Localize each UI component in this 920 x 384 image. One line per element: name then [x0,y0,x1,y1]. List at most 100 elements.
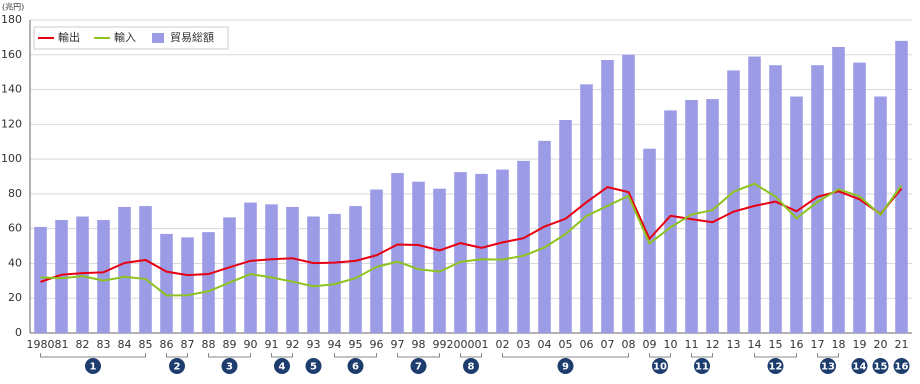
x-tick-label: 18 [832,338,846,351]
bar [34,226,47,333]
x-tick-label: 89 [223,338,237,351]
bar [559,119,572,333]
bar [412,181,425,333]
period-label: 5 [310,362,317,373]
line [40,186,903,283]
y-tick-label: 140 [1,83,22,96]
x-tick-label: 85 [139,338,153,351]
bar [265,204,278,333]
bar [307,216,320,333]
unit-label: (兆円) [2,2,24,12]
x-tick-label: 91 [265,338,279,351]
x-tick-label: 16 [790,338,804,351]
period-bracket [691,353,713,358]
period-marker [652,358,668,374]
y-tick-label: 0 [15,326,22,339]
period-marker [305,358,322,374]
x-tick-label: 95 [349,338,363,351]
period-marker [557,358,574,374]
bar [517,160,530,333]
period-bracket [397,353,440,358]
bar [853,62,866,333]
period-label: 2 [174,362,181,373]
x-tick-label: 12 [706,338,720,351]
bar [475,173,488,333]
period-bracket [817,353,839,358]
period-marker [851,358,868,374]
period-label: 4 [279,362,286,373]
x-tick-label: 81 [55,338,69,351]
period-marker [274,358,290,374]
x-tick-label: 82 [76,338,90,351]
period-marker [410,358,427,374]
x-tick-label: 09 [643,338,657,351]
x-tick-label: 07 [601,338,615,351]
bar [97,219,110,333]
period-label: 12 [769,362,783,373]
x-tick-label: 21 [895,338,909,351]
x-tick-label: 87 [181,338,195,351]
period-bracket [166,353,188,358]
period-bracket [334,353,377,358]
line [40,182,903,297]
x-tick-label: 19 [853,338,867,351]
y-tick-label: 160 [1,48,22,61]
bar [286,206,299,333]
bar [349,206,362,333]
period-label: 10 [653,362,667,373]
x-tick-label: 1980 [27,338,55,351]
x-tick-label: 20 [874,338,888,351]
y-tick-label: 120 [1,117,22,130]
x-tick-label: 03 [517,338,531,351]
y-tick-label: 60 [8,222,22,235]
x-tick-label: 94 [328,338,342,351]
period-marker [85,358,101,374]
bar [139,206,152,333]
x-tick-label: 92 [286,338,300,351]
y-tick-label: 180 [1,13,22,26]
bar [811,65,824,333]
bar [601,59,614,333]
period-bracket [460,353,482,358]
x-tick-label: 83 [97,338,111,351]
bar [433,188,446,333]
period-label: 13 [821,362,835,373]
x-tick-label: 97 [391,338,405,351]
bar [391,173,404,333]
x-tick-label: 98 [412,338,426,351]
period-marker [463,358,479,374]
x-tick-label: 14 [748,338,762,351]
x-tick-label: 17 [811,338,825,351]
x-tick-label: 05 [559,338,573,351]
period-marker [872,358,889,374]
y-tick-label: 20 [8,291,22,304]
bar [181,237,194,333]
x-tick-label: 02 [496,338,510,351]
bar [664,110,677,333]
x-tick-label: 86 [160,338,174,351]
bar [643,148,656,333]
bar [55,219,68,333]
legend-swatch [152,33,164,43]
x-tick-label: 2000 [447,338,475,351]
period-marker [221,358,238,374]
x-tick-label: 08 [622,338,636,351]
x-tick-label: 06 [580,338,594,351]
period-bracket [649,353,671,358]
period-marker [694,358,710,374]
bar [244,202,257,333]
period-bracket [40,353,146,358]
period-label: 1 [90,362,97,373]
period-bracket [754,353,797,358]
bar [538,140,551,333]
period-bracket [271,353,293,358]
x-tick-label: 10 [664,338,678,351]
x-tick-label: 11 [685,338,699,351]
y-tick-label: 40 [8,256,22,269]
bar [160,233,173,333]
bar [790,96,803,333]
period-label: 9 [562,362,569,373]
bar [118,206,131,333]
period-label: 6 [352,362,359,373]
